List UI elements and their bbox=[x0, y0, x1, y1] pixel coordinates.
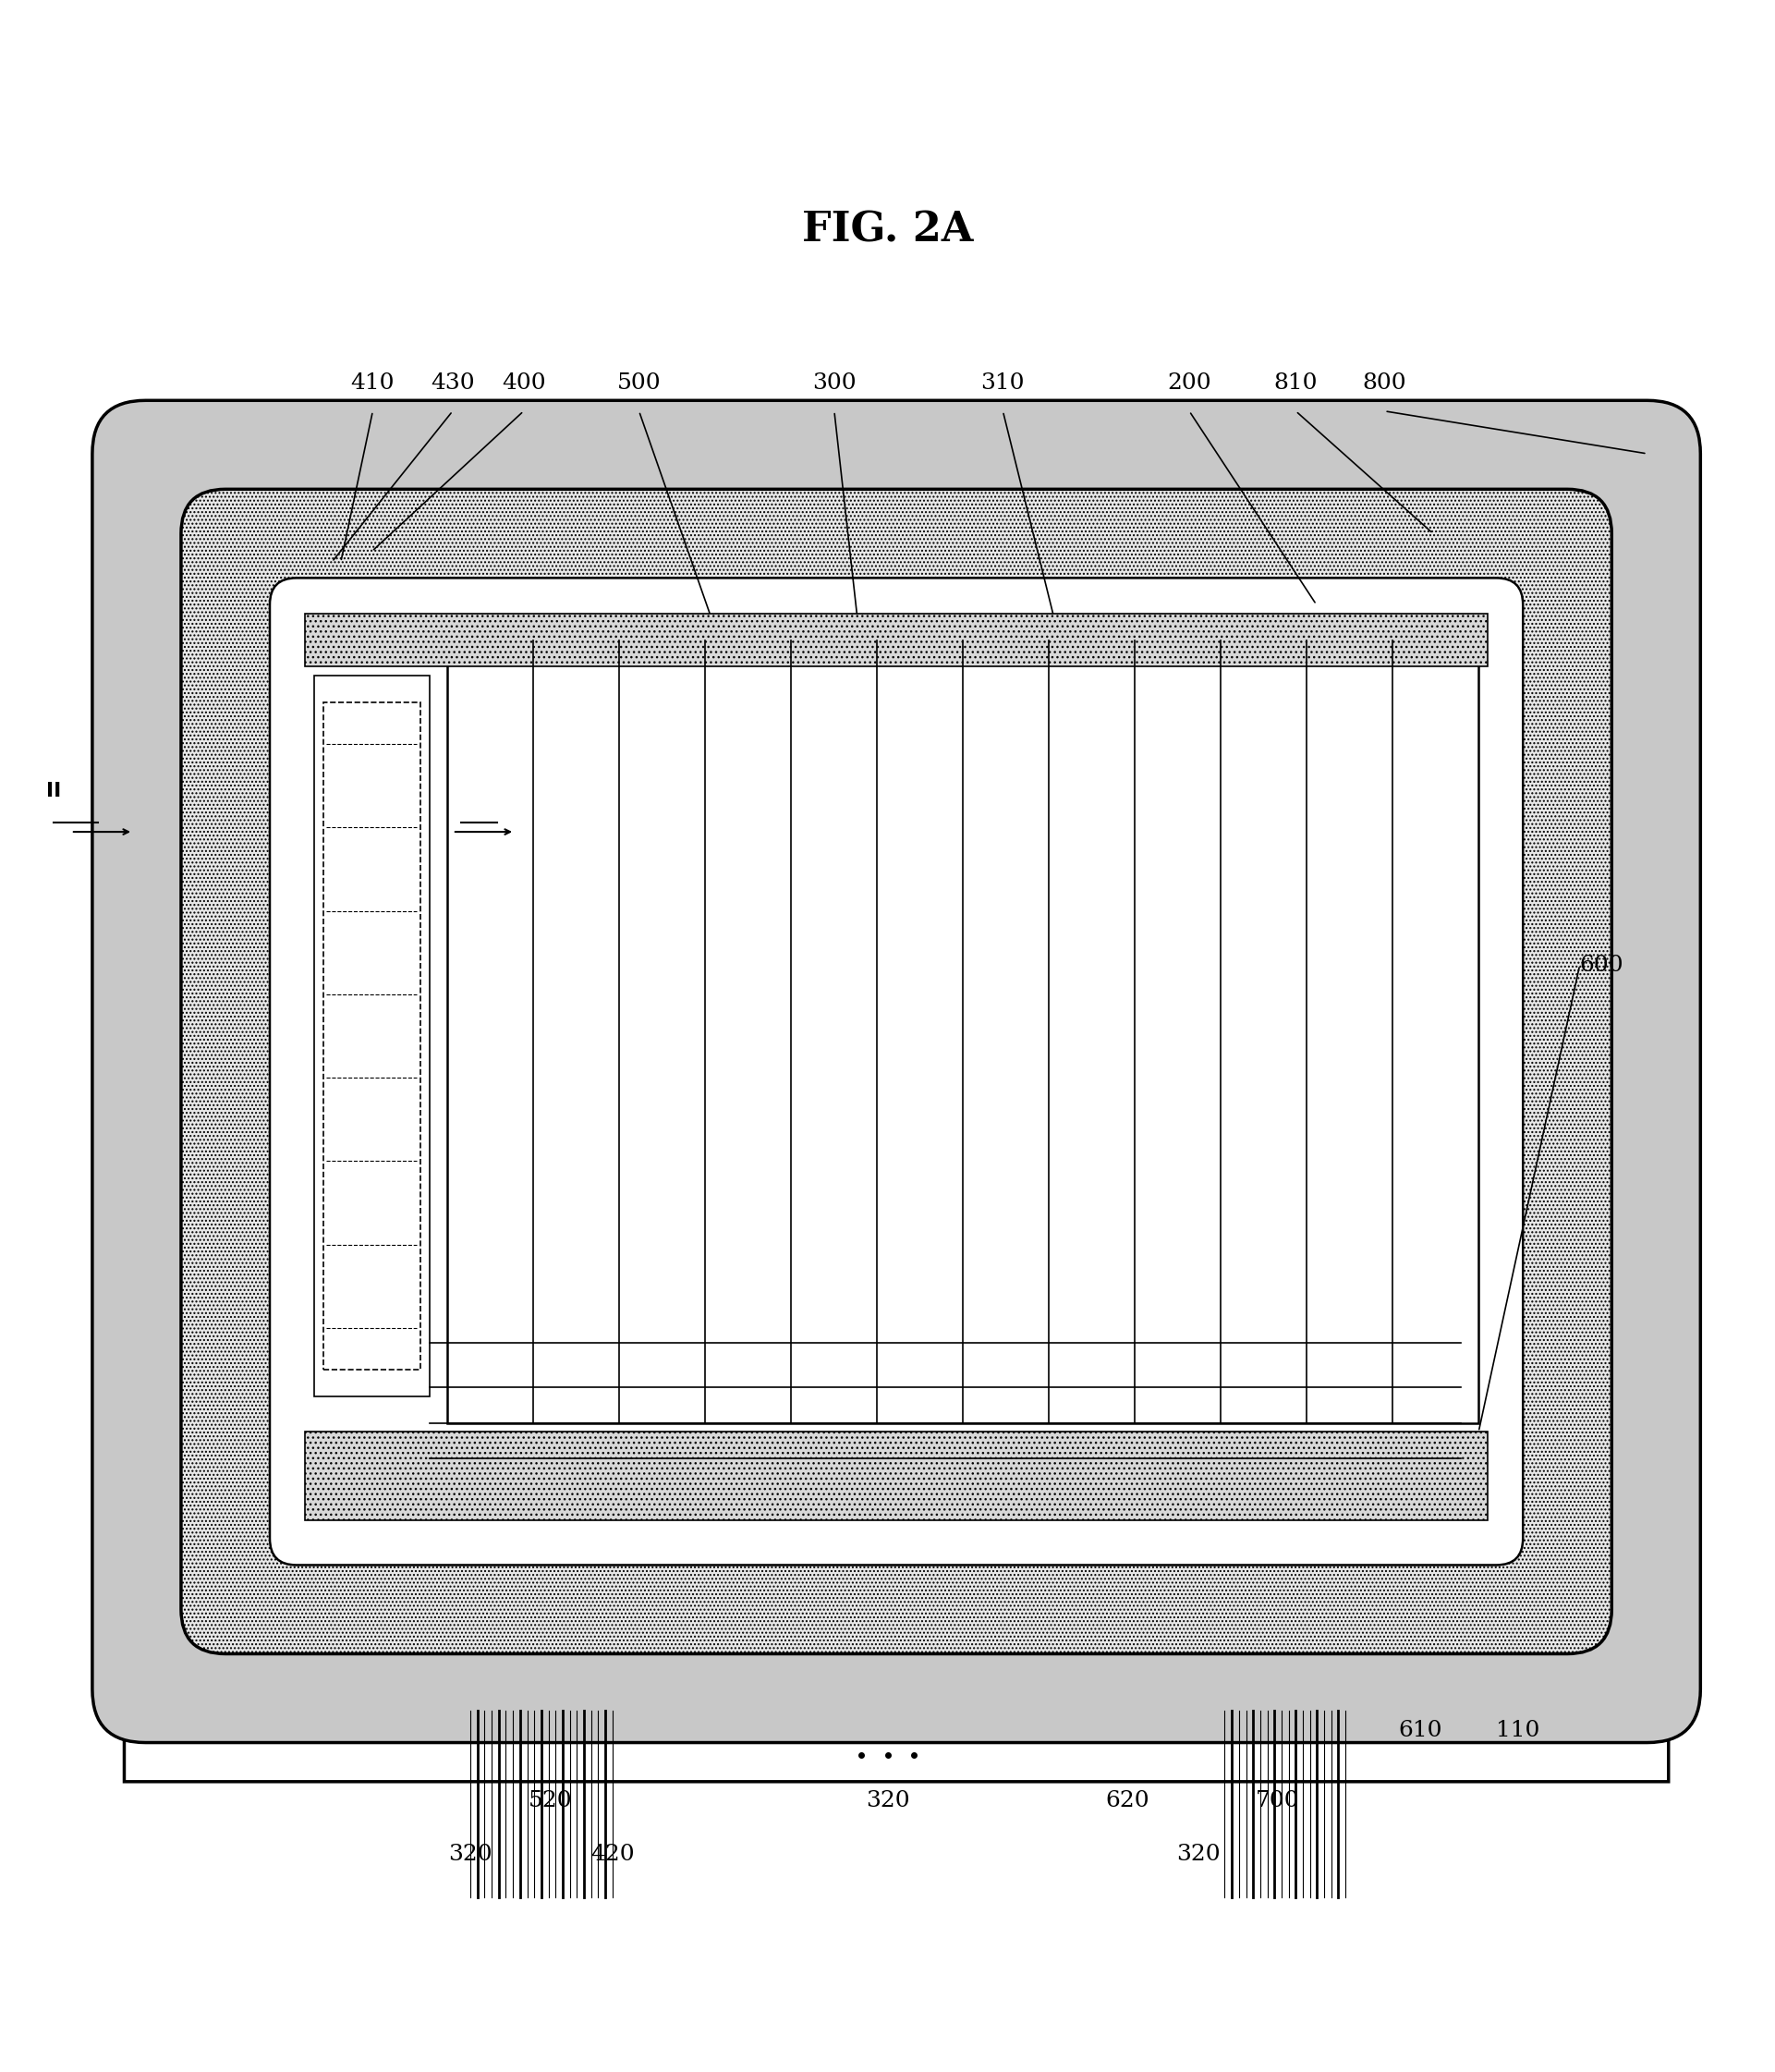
Text: 520: 520 bbox=[529, 1790, 572, 1811]
Text: 610: 610 bbox=[1399, 1720, 1441, 1740]
Bar bbox=[447, 640, 1479, 1423]
FancyBboxPatch shape bbox=[92, 400, 1700, 1743]
Text: II: II bbox=[454, 781, 469, 800]
Bar bbox=[305, 613, 1487, 667]
FancyBboxPatch shape bbox=[124, 433, 1668, 1782]
Text: 410: 410 bbox=[351, 373, 394, 394]
Text: 700: 700 bbox=[1257, 1790, 1299, 1811]
Text: 400: 400 bbox=[502, 373, 545, 394]
Text: 420: 420 bbox=[591, 1844, 634, 1865]
Text: 430: 430 bbox=[431, 373, 474, 394]
Text: 800: 800 bbox=[1363, 373, 1406, 394]
Bar bbox=[314, 675, 430, 1397]
Text: 320: 320 bbox=[449, 1844, 492, 1865]
Bar bbox=[305, 1432, 1487, 1521]
Text: 600: 600 bbox=[1580, 955, 1624, 976]
Text: 320: 320 bbox=[866, 1790, 909, 1811]
FancyBboxPatch shape bbox=[270, 578, 1523, 1564]
Text: 620: 620 bbox=[1106, 1790, 1148, 1811]
Text: 200: 200 bbox=[1168, 373, 1211, 394]
Text: 320: 320 bbox=[1177, 1844, 1219, 1865]
FancyBboxPatch shape bbox=[181, 489, 1612, 1653]
Text: 110: 110 bbox=[1496, 1720, 1539, 1740]
Text: 500: 500 bbox=[618, 373, 660, 394]
Text: 810: 810 bbox=[1274, 373, 1317, 394]
Text: 300: 300 bbox=[813, 373, 856, 394]
Text: II: II bbox=[46, 781, 60, 800]
Text: FIG. 2A: FIG. 2A bbox=[802, 211, 973, 251]
Bar bbox=[323, 702, 421, 1370]
Text: 310: 310 bbox=[982, 373, 1024, 394]
